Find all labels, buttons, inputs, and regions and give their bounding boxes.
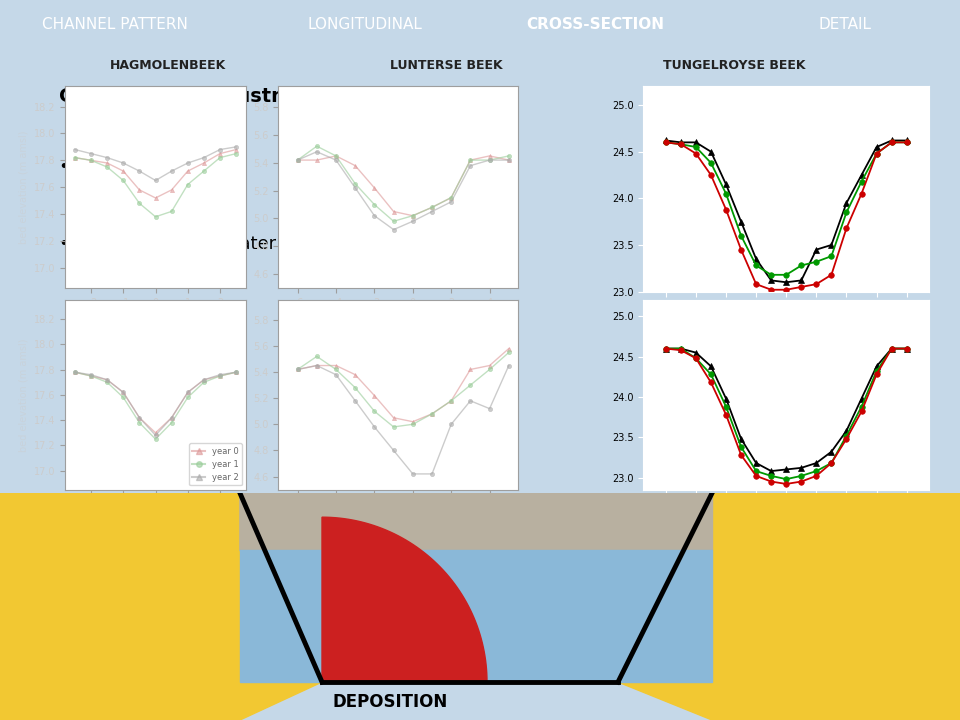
Y-axis label: bed elevation (m amsl): bed elevation (m amsl): [18, 338, 29, 451]
Polygon shape: [0, 483, 960, 493]
Text: HAGMOLENBEEK: HAGMOLENBEEK: [109, 59, 227, 72]
Polygon shape: [618, 493, 960, 720]
Polygon shape: [0, 493, 322, 720]
Legend: year 0, year 1, year 2: year 0, year 1, year 2: [189, 444, 242, 485]
Text: CHANNEL PATTERN: CHANNEL PATTERN: [42, 17, 188, 32]
Text: •  In river bends: • In river bends: [59, 158, 206, 176]
Polygon shape: [618, 550, 712, 682]
X-axis label: length along channel (m): length along channel (m): [715, 515, 857, 525]
Y-axis label: bed elevation (m amsl): bed elevation (m amsl): [18, 130, 29, 244]
X-axis label: length along channel (m): length along channel (m): [94, 515, 217, 525]
Polygon shape: [240, 493, 712, 550]
Text: DEPOSITION: DEPOSITION: [332, 693, 447, 711]
Polygon shape: [618, 493, 712, 682]
Polygon shape: [240, 550, 712, 682]
Polygon shape: [322, 517, 487, 682]
Text: CROSS-SECTION: CROSS-SECTION: [526, 17, 664, 32]
Text: DETAIL: DETAIL: [818, 17, 872, 32]
X-axis label: length along channel (m): length along channel (m): [337, 515, 460, 525]
Text: •  Caused by backwater effects: • Caused by backwater effects: [59, 235, 343, 253]
Polygon shape: [240, 550, 322, 682]
Text: LUNTERSE BEEK: LUNTERSE BEEK: [390, 59, 503, 72]
Text: Channel bed adjustments:: Channel bed adjustments:: [59, 86, 348, 106]
Polygon shape: [240, 493, 322, 682]
Text: TUNGELROYSE BEEK: TUNGELROYSE BEEK: [663, 59, 805, 72]
Text: LONGITUDINAL: LONGITUDINAL: [307, 17, 422, 32]
